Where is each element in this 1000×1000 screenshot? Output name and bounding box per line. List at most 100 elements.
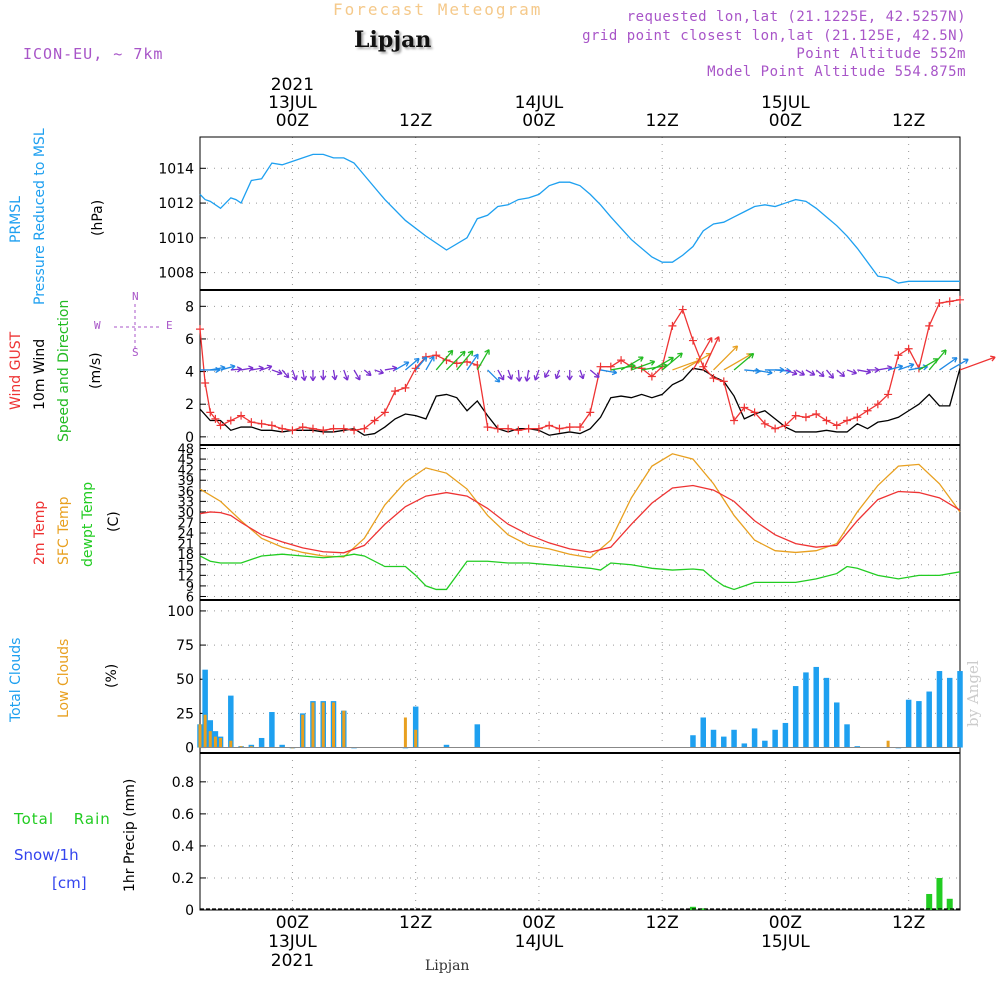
snow-unit-label: [cm] [52,874,87,892]
top-time-label: 00Z [276,111,309,131]
wind-direction-arrow [898,363,915,371]
top-time-label: 00Z [522,111,555,131]
wind-direction-arrow [692,337,713,371]
low-cloud-bar [311,702,315,748]
bottom-time-label: 12Z [892,913,925,933]
wind-direction-arrowhead [283,372,290,379]
wind-gust-point [565,423,574,432]
wind-gust-point [308,424,317,433]
bottom-time-label: 14JUL [515,932,564,952]
bottom-time-label: 00Z [522,913,555,933]
rain-bar [926,893,933,910]
wind10m-line [199,367,961,436]
wind-direction-arrowhead [277,369,283,376]
wind-gust-point [288,426,297,435]
temp2m-line [199,484,961,554]
wind-direction-arrow [353,369,361,381]
pressure-ytick-label: 1014 [158,161,194,177]
total-cloud-bar [854,746,861,748]
low-cloud-bar [321,702,325,748]
top-time-label: 00Z [769,111,802,131]
wind-direction-arrow [713,345,738,371]
total-cloud-bar [926,691,932,748]
wind-direction-arrowhead [447,349,454,356]
precip-ytick-label: 0.6 [172,807,194,823]
wind-direction-arrowhead [714,336,720,342]
wind-direction-arrowhead [748,352,755,359]
wind-direction-arrowhead [578,373,585,380]
wind-direction-arrowhead [544,372,550,379]
total-cloud-bar [916,701,922,748]
total-cloud-bar [946,677,953,748]
wind-gust-point [534,424,543,433]
total-cloud-bar [957,671,963,748]
wind-direction-arrowhead [230,364,236,371]
wind-direction-arrowhead [839,371,846,378]
wind-direction-arrow [661,352,683,371]
wind-gust-point [350,426,359,435]
total-cloud-bar [228,695,234,748]
wind-direction-arrow [733,353,755,371]
wind-gust-point [483,423,492,432]
temp-ytick-label: 45 [177,453,194,468]
wind-gust-point [267,421,276,430]
pressure-line [199,153,960,284]
wind-direction-arrow [220,365,236,371]
wind-direction-arrow [631,360,655,371]
temp-ytick-label: 30 [177,506,194,521]
total-cloud-bar [279,744,285,748]
low-cloud-bar [332,702,336,748]
top-time-label: 15JUL [761,93,810,113]
total-cloud-bar [792,686,799,748]
compass-w-label: W [94,319,101,332]
wind-direction-arrow [534,369,540,381]
wind-direction-arrow [302,369,306,381]
wind-direction-arrow [291,369,297,381]
total-cloud-bar [269,712,275,748]
location-title: Lipjan [354,27,432,53]
wind-gust-point [709,374,718,383]
dewpt-line [199,553,961,591]
wind-gust-point [719,377,728,386]
wind-direction-arrowhead [300,375,307,382]
temp-ytick-label: 27 [177,517,194,532]
wind-direction-arrow [815,369,825,377]
wind-direction-arrow [526,369,530,382]
wind-direction-arrowhead [266,364,273,371]
wind-gust-point [791,411,800,420]
temp-ytick-label: 6 [186,590,194,605]
wind-gust-point [832,421,841,430]
wind-gust-point [576,423,584,432]
bottom-time-label: 00Z [769,913,802,933]
wind-direction-arrowhead [799,370,805,376]
wind-ytick-label: 2 [185,397,194,413]
grid-point-coords: grid point closest lon,lat (21.125E, 42.… [582,28,966,44]
wind-direction-arrowhead [248,365,254,372]
clouds-ytick-label: 25 [176,706,194,722]
model-label: ICON-EU, ~ 7km [23,45,164,63]
temp-ytick-label: 24 [177,527,194,542]
low-cloud-bar [886,740,890,748]
snow-label: Snow/1h [14,846,79,864]
total-cloud-bar [412,706,419,748]
wind-gust-point [904,344,913,353]
total-cloud-bar [823,677,830,748]
wind-direction-arrow [363,369,372,377]
bottom-time-label: 12Z [399,913,432,933]
temp-ytick-label: 12 [177,569,194,584]
wind-direction-arrow [555,369,561,380]
wind-direction-arrow [928,349,947,371]
wind-gust-point [894,351,903,360]
wind-direction-arrowhead [467,350,474,356]
bottom-time-label: 00Z [276,913,309,933]
top-time-label: 12Z [892,111,925,131]
wind-direction-arrow [672,358,702,371]
wind-gust-point [226,416,235,425]
wind-direction-arrow [959,356,996,371]
top-time-label: 13JUL [268,93,317,113]
wind-direction-arrowhead [809,370,816,376]
temp-ytick-label: 36 [177,485,194,500]
wind-direction-arrow [507,369,513,380]
wind-gust-point [432,351,441,360]
wind-gust-point [216,421,225,430]
